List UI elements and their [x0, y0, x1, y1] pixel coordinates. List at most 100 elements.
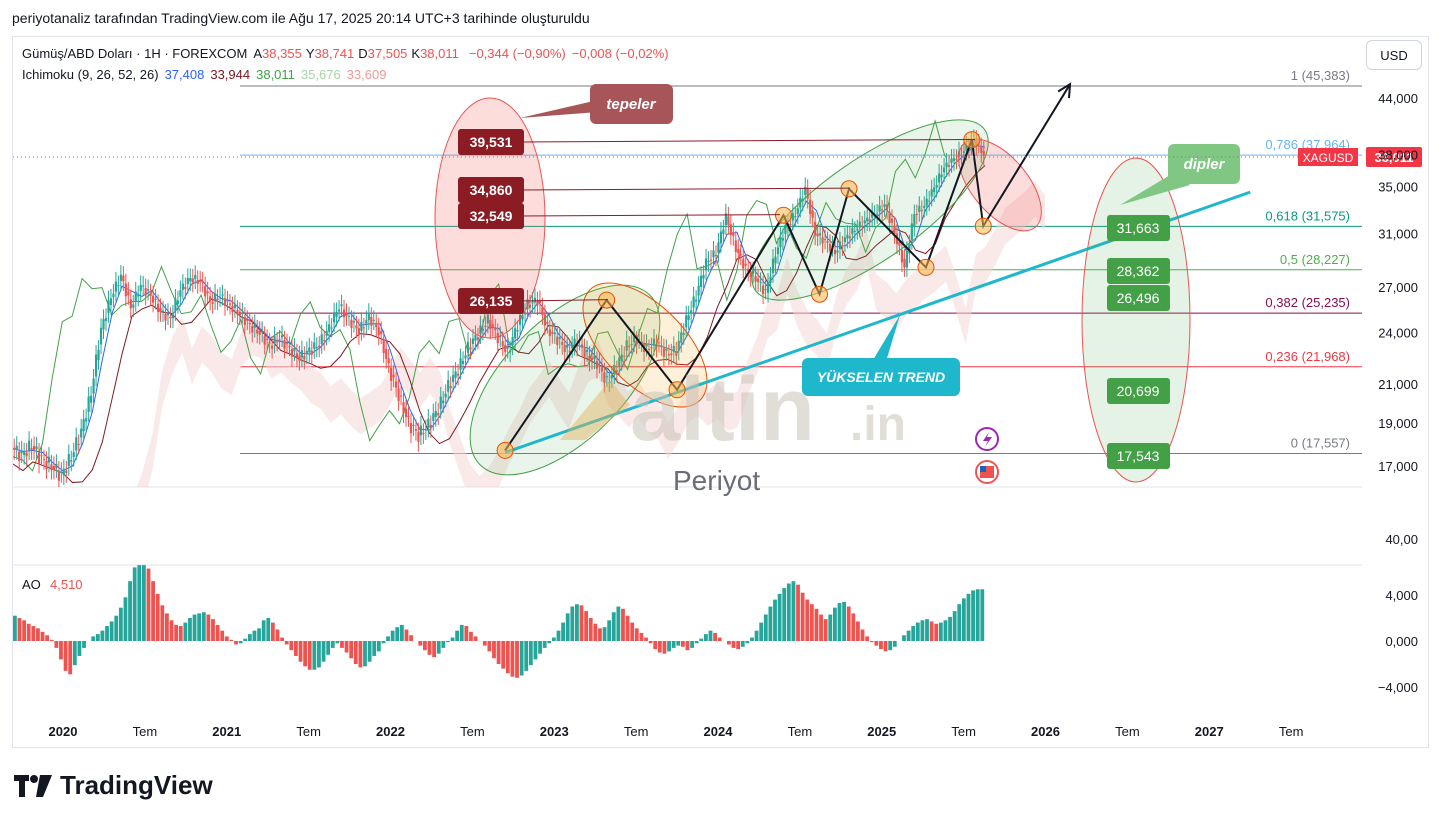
candle-body: [486, 314, 489, 324]
ao-bar: [505, 641, 510, 674]
ao-value: 4,510: [50, 577, 83, 592]
ao-bar: [211, 619, 215, 641]
candle-body: [94, 354, 98, 377]
candle-body: [337, 309, 341, 312]
ohlc-a: A38,355: [253, 46, 302, 61]
ao-bar: [289, 641, 294, 651]
tepeler-callout-text: tepeler: [606, 96, 656, 113]
candle-body: [206, 291, 209, 294]
candle-body: [92, 378, 95, 394]
ao-bar: [703, 634, 708, 641]
ao-bar: [68, 641, 73, 675]
price-tag-symbol-box: [1298, 148, 1358, 166]
candle-body: [437, 412, 440, 416]
ao-bar: [915, 622, 920, 641]
candle-body: [640, 341, 643, 343]
dip-label-box-2: [1107, 285, 1170, 311]
ao-bar: [284, 641, 289, 645]
chart-canvas[interactable]: 1 (45,383)0,786 (37,964)0,618 (31,575)0,…: [0, 0, 1441, 760]
ao-bar: [49, 639, 54, 641]
candle-body: [734, 240, 737, 252]
candle-body: [709, 259, 713, 261]
ao-bar: [966, 593, 971, 641]
candle-body: [72, 452, 75, 458]
ao-bar: [436, 641, 441, 654]
candle-body: [732, 232, 735, 237]
watermark-suffix: .in: [850, 398, 906, 451]
currency-button[interactable]: USD: [1366, 40, 1422, 70]
candle-body: [174, 298, 177, 311]
candle-body: [323, 339, 326, 341]
candle-body: [920, 209, 923, 211]
ichimoku-label: Ichimoku (9, 26, 52, 26): [22, 67, 159, 82]
candle-body: [164, 313, 167, 321]
candle-body: [122, 275, 125, 282]
ao-bar: [754, 630, 759, 641]
peak-label-box-1: [458, 177, 524, 203]
candle-body: [305, 350, 308, 355]
candle-body: [868, 219, 871, 222]
candle-body: [87, 396, 90, 412]
ao-bar: [644, 637, 648, 641]
ao-bar: [524, 641, 529, 671]
candle-body: [556, 336, 559, 345]
candle-body: [246, 319, 249, 321]
candle-body: [184, 286, 187, 290]
x-tick-label-12: 2026: [1031, 724, 1060, 739]
candle-body: [417, 432, 420, 442]
candle-body: [804, 187, 807, 195]
peak-label-box-3: [458, 288, 524, 314]
ao-bar: [892, 641, 897, 647]
candle-body: [605, 376, 608, 378]
x-tick-label-7: Tem: [624, 724, 649, 739]
ao-bar: [381, 641, 386, 644]
candle-body: [70, 460, 73, 462]
candle-body: [848, 236, 851, 239]
candle-body: [814, 221, 817, 236]
candle-body: [695, 299, 698, 302]
candle-body: [819, 233, 822, 236]
ohlc-k: K38,011: [411, 46, 459, 61]
candle-body: [407, 415, 410, 417]
candle-body: [308, 347, 311, 353]
ao-bar: [860, 629, 865, 641]
candle-body: [238, 311, 241, 316]
ao-bar: [59, 641, 63, 660]
ichimoku-values: 37,408 33,944 38,011 35,676 33,609: [165, 67, 393, 82]
x-tick-label-2: 2021: [212, 724, 241, 739]
candle-body: [744, 263, 747, 266]
ao-bar: [519, 641, 524, 676]
ao-bar: [717, 637, 722, 641]
ao-bar: [510, 641, 515, 677]
candle-body: [461, 360, 465, 365]
candle-body: [228, 303, 232, 305]
ao-bar: [459, 624, 464, 641]
candle-body: [65, 470, 68, 473]
candle-body: [380, 330, 383, 335]
candle-body: [568, 350, 571, 353]
candle-body: [476, 337, 480, 340]
candle-body: [20, 450, 23, 454]
price-tag-value-box: [1366, 147, 1422, 167]
ao-bar: [63, 641, 68, 671]
candle-body: [660, 345, 663, 347]
candle-body: [563, 344, 566, 353]
ao-bar: [123, 597, 128, 641]
candle-body: [285, 343, 289, 345]
candle-body: [794, 216, 797, 218]
candle-body: [714, 255, 718, 257]
tradingview-logo[interactable]: TradingView: [14, 770, 213, 801]
ao-bar: [243, 638, 248, 641]
candle-body: [811, 210, 814, 218]
candle-body: [459, 358, 462, 370]
ao-bar: [685, 641, 690, 651]
candle-body: [124, 283, 127, 297]
candle-body: [541, 307, 544, 315]
candle-body: [561, 341, 564, 345]
candle-body: [514, 328, 517, 339]
candle-body: [372, 319, 375, 321]
y-tick-label-0: 44,000: [1378, 91, 1418, 106]
candle-body: [789, 223, 792, 225]
change-value: −0,344 (−0,90%): [468, 46, 566, 61]
candle-body: [454, 371, 457, 378]
